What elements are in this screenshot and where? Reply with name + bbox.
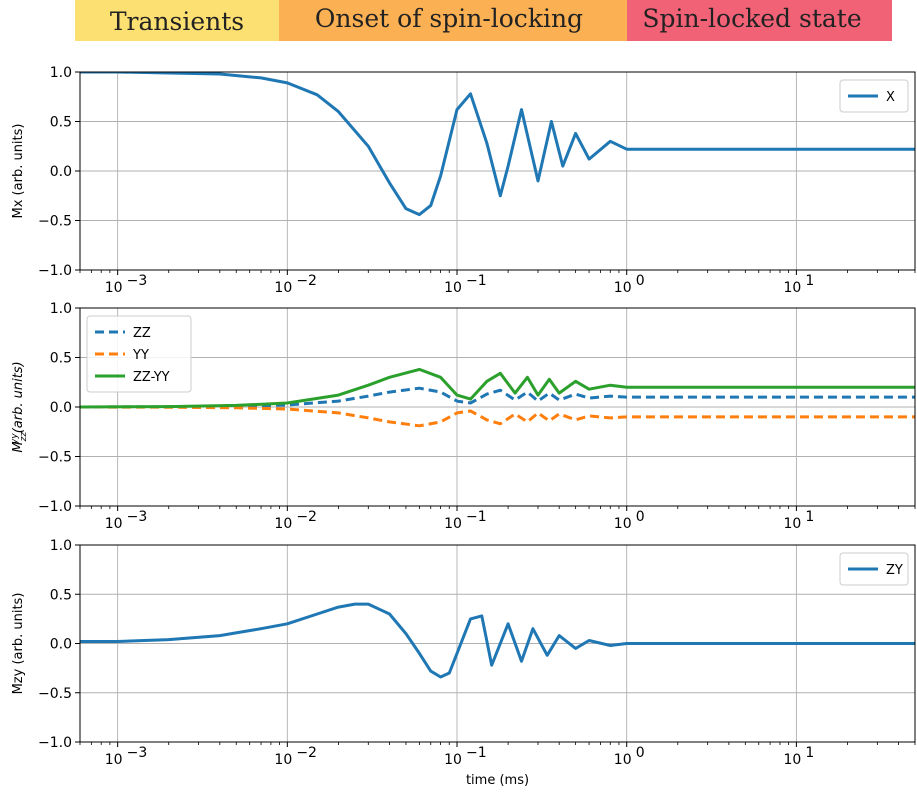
- x-tick-exponent: 1: [805, 273, 814, 289]
- y-tick-label: 1.0: [50, 65, 72, 81]
- x-tick-label: 10: [444, 280, 462, 296]
- x-tick-exponent: −1: [466, 745, 487, 761]
- legend: X: [839, 79, 909, 113]
- banner-onset-label: Onset of spin-locking: [315, 4, 583, 33]
- x-tick-label: 10: [105, 516, 123, 532]
- series-line-zz: [80, 386, 915, 409]
- x-tick-label: 10: [783, 516, 801, 532]
- y-tick-label: −0.5: [38, 686, 72, 702]
- series-line-x: [80, 72, 915, 217]
- phase-banner: Transients Onset of spin-locking Spin-lo…: [75, 0, 892, 41]
- y-tick-label: 0.5: [50, 115, 72, 131]
- y-tick-label: −1.0: [38, 263, 72, 279]
- y-axis-label: Mx (arb. units): [11, 124, 26, 219]
- legend: ZZ YY ZZ-YY: [86, 315, 192, 393]
- panel-2: 1.00.50.0−0.5−1.010 −3 10 −2 10 −1 10 0 10 1Mzzyy…: [10, 301, 916, 532]
- x-tick-label: 10: [614, 752, 632, 768]
- legend-label: ZZ-YY: [133, 370, 170, 385]
- legend-label: X: [886, 90, 895, 105]
- x-tick-label: 10: [105, 280, 123, 296]
- x-tick-exponent: −1: [466, 273, 487, 289]
- x-axis-label: time (ms): [466, 773, 529, 788]
- legend-label: ZZ: [133, 326, 151, 341]
- x-tick-exponent: 1: [805, 745, 814, 761]
- x-tick-exponent: −2: [296, 745, 317, 761]
- y-tick-label: −0.5: [38, 450, 72, 466]
- x-tick-exponent: −1: [466, 509, 487, 525]
- legend: ZY: [839, 552, 909, 586]
- legend-label: ZY: [886, 563, 903, 578]
- x-tick-exponent: −3: [127, 509, 148, 525]
- x-tick-label: 10: [274, 752, 292, 768]
- y-tick-label: −1.0: [38, 735, 72, 751]
- x-tick-exponent: −2: [296, 509, 317, 525]
- y-tick-label: 0.5: [50, 351, 72, 367]
- banner-locked-label: Spin-locked state: [642, 4, 861, 33]
- x-tick-exponent: 0: [636, 273, 645, 289]
- y-tick-label: 0.0: [50, 400, 72, 416]
- x-tick-exponent: 1: [805, 509, 814, 525]
- x-tick-label: 10: [614, 280, 632, 296]
- panel-1: 1.00.50.0−0.5−1.010 −3 10 −2 10 −1 10 0 10 1Mx (a…: [11, 65, 916, 296]
- series-line-zy: [80, 602, 915, 679]
- y-tick-label: 0.5: [50, 587, 72, 603]
- banner-locked-bg: [627, 0, 892, 41]
- x-tick-label: 10: [783, 280, 801, 296]
- x-tick-exponent: 0: [636, 745, 645, 761]
- y-tick-label: 1.0: [50, 538, 72, 554]
- y-tick-label: 0.0: [50, 164, 72, 180]
- legend-label: YY: [132, 348, 149, 363]
- y-tick-label: 1.0: [50, 301, 72, 317]
- x-tick-label: 10: [444, 752, 462, 768]
- y-tick-label: 0.0: [50, 637, 72, 653]
- banner-onset-bg: [279, 0, 627, 41]
- y-axis-label: Mzzyy(arb. units): [10, 361, 29, 452]
- x-tick-label: 10: [614, 516, 632, 532]
- x-tick-exponent: −3: [127, 273, 148, 289]
- x-tick-exponent: 0: [636, 509, 645, 525]
- y-axis-label: Mzy (arb. units): [11, 593, 26, 695]
- y-tick-label: −0.5: [38, 214, 72, 230]
- x-tick-exponent: −2: [296, 273, 317, 289]
- legend-box: [86, 315, 192, 393]
- banner-transients-bg: [75, 0, 279, 41]
- x-tick-exponent: −3: [127, 745, 148, 761]
- x-tick-label: 10: [274, 516, 292, 532]
- x-tick-label: 10: [444, 516, 462, 532]
- y-tick-label: −1.0: [38, 499, 72, 515]
- x-tick-label: 10: [274, 280, 292, 296]
- x-tick-label: 10: [105, 752, 123, 768]
- series-line-zz-yy: [80, 367, 915, 409]
- x-tick-label: 10: [783, 752, 801, 768]
- banner-transients-label: Transients: [110, 7, 244, 36]
- series-line-yy: [80, 405, 915, 428]
